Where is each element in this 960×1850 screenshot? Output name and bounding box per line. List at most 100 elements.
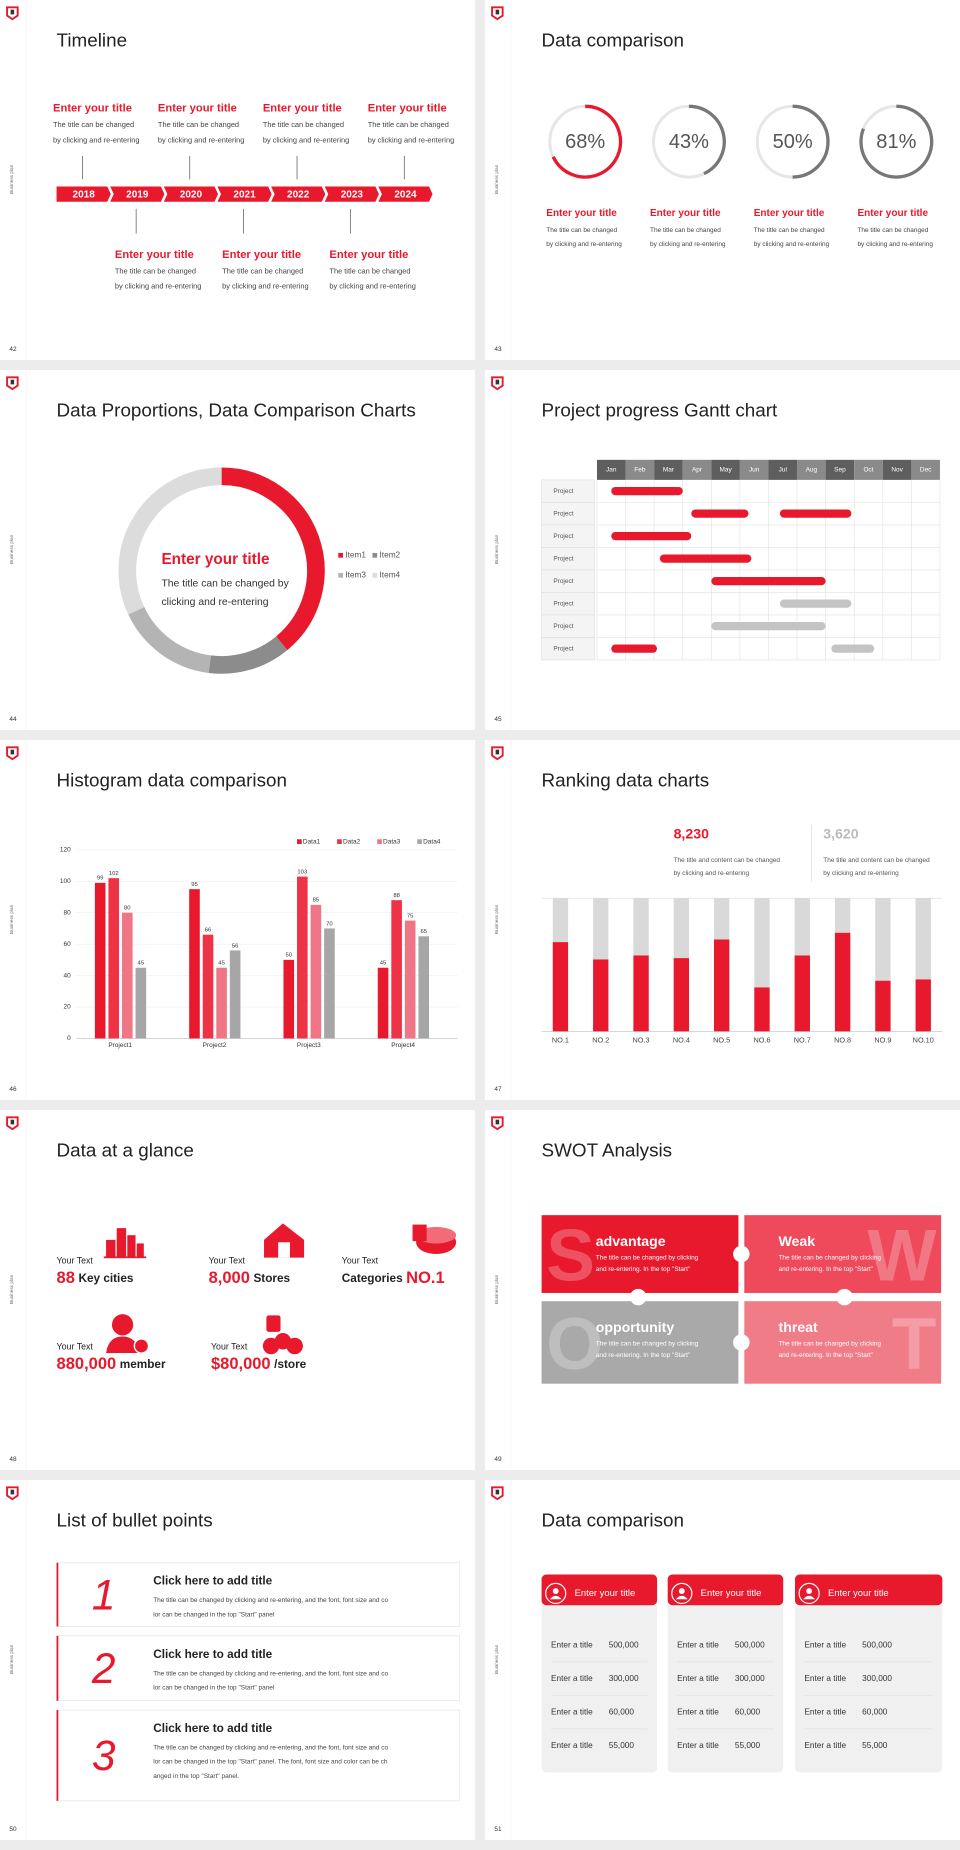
item-title: Enter your title: [222, 249, 301, 261]
slide-title: SWOT Analysis: [542, 1139, 673, 1160]
item-title: Enter your title: [546, 208, 617, 219]
card-header: [541, 1574, 658, 1606]
body-text: The title can be changed by clicking: [778, 1340, 881, 1347]
icon-part: [264, 1223, 305, 1258]
x-tick-label: NO.10: [913, 1036, 934, 1045]
legend-label: Data3: [383, 838, 401, 845]
logo: [10, 1489, 15, 1495]
x-tick-label: NO.9: [874, 1036, 891, 1045]
icon-part: [103, 1256, 147, 1259]
value-label: 88: [393, 893, 400, 899]
slide-number: 50: [9, 1826, 17, 1833]
logo: [495, 1119, 500, 1125]
x-tick-label: NO.1: [552, 1036, 569, 1045]
legend-label: Data1: [303, 838, 321, 845]
month-header: [797, 459, 826, 480]
bar: [94, 882, 106, 1039]
stat-value: 8,230: [674, 825, 709, 841]
row-value: 55,000: [862, 1741, 888, 1750]
icon-part: [266, 1315, 281, 1332]
logo: [10, 1119, 15, 1125]
body-text: The title can be changed: [546, 227, 617, 234]
slide-number: 44: [9, 716, 17, 723]
row-value: 60,000: [735, 1708, 761, 1717]
row-label: Enter a title: [804, 1741, 846, 1750]
swot-letter: O: [546, 1304, 603, 1385]
row-value: 55,000: [609, 1741, 635, 1750]
legend-label: Item1: [345, 550, 366, 559]
card-icon: [545, 1582, 567, 1605]
row-label: Enter a title: [677, 1674, 719, 1683]
row-value: 55,000: [735, 1741, 761, 1750]
swot-title: opportunity: [596, 1319, 675, 1335]
month-label: Jun: [749, 467, 760, 474]
body-text: and re-entering. In the top "Start": [596, 1266, 691, 1273]
value-label: 66: [205, 928, 212, 934]
logo: [6, 376, 19, 391]
legend-swatch: [297, 839, 302, 844]
y-tick-label: 40: [64, 972, 72, 979]
stat-caption: Your Text: [57, 1341, 94, 1351]
slide-number: 51: [494, 1826, 502, 1833]
month-header: [768, 459, 798, 480]
row-label: Enter a title: [677, 1741, 719, 1750]
body-text: The title can be changed: [53, 120, 134, 129]
stat-line: 880,000 member: [57, 1355, 166, 1373]
body-text: The title can be changed: [329, 266, 410, 275]
stat-value: $80,000: [211, 1355, 271, 1373]
gantt-bar: [611, 531, 692, 541]
bar: [915, 979, 931, 1032]
card-icon: [678, 1588, 685, 1594]
bar: [216, 967, 227, 1039]
slide: Business plan 51 Data comparison Enter your…: [485, 1480, 960, 1840]
swot-letter: W: [867, 1215, 936, 1296]
x-tick-label: NO.6: [753, 1036, 770, 1045]
card: [794, 1574, 943, 1773]
x-tick-label: Project4: [391, 1042, 415, 1049]
value-label: 70: [326, 921, 333, 927]
list-box: [56, 1635, 461, 1702]
slide: Business plan 46 Histogram data comparison…: [0, 740, 475, 1100]
donut-segment: [208, 636, 288, 674]
gantt-bar: [779, 599, 852, 608]
logo: [491, 376, 504, 391]
icon-part: [286, 1337, 303, 1355]
center-title: Enter your title: [161, 551, 269, 568]
slide-title: Data at a glance: [57, 1139, 194, 1160]
body-text: The title can be changed: [158, 120, 239, 129]
slide: Business plan 43 Data comparison 68% Enter y…: [485, 0, 960, 360]
slide-number: 46: [9, 1086, 17, 1093]
body-text: The title can be changed: [263, 120, 344, 129]
side-label: Business plan: [9, 904, 14, 934]
logo: [495, 749, 500, 755]
x-tick-label: Project2: [203, 1042, 227, 1049]
stat-label: member: [120, 1358, 166, 1371]
list-number: 2: [91, 1645, 116, 1692]
item-title: Enter your title: [857, 208, 928, 219]
year-label: 2018: [73, 189, 96, 200]
side-label: Business plan: [494, 1644, 499, 1674]
logo: [10, 749, 15, 755]
body-text: by clicking and re-entering: [368, 135, 454, 144]
donut-segment: [221, 467, 325, 651]
card-title: Enter your title: [828, 1587, 889, 1598]
value-label: 80: [124, 906, 131, 912]
icon-part: [116, 1228, 127, 1258]
body-text: The title can be changed: [222, 266, 303, 275]
value-label: 50: [285, 953, 292, 959]
slide-content: 8,230 The title and content can be change…: [541, 825, 943, 1045]
row-label: Enter a title: [677, 1708, 719, 1717]
body-text: by clicking and re-entering: [546, 241, 622, 248]
slide-content: 1 Click here to add title The title can be…: [56, 1562, 461, 1802]
year-label: 2022: [287, 189, 310, 200]
legend-label: Item3: [345, 571, 366, 580]
bar: [108, 878, 120, 1039]
x-tick-label: NO.4: [673, 1036, 690, 1045]
ring-arc: [859, 104, 934, 179]
card-icon: [803, 1595, 816, 1600]
year-segment: [110, 186, 165, 202]
body-text: by clicking and re-entering: [674, 870, 750, 877]
body-text: by clicking and re-entering: [53, 135, 139, 144]
side-label: Business plan: [9, 164, 14, 194]
